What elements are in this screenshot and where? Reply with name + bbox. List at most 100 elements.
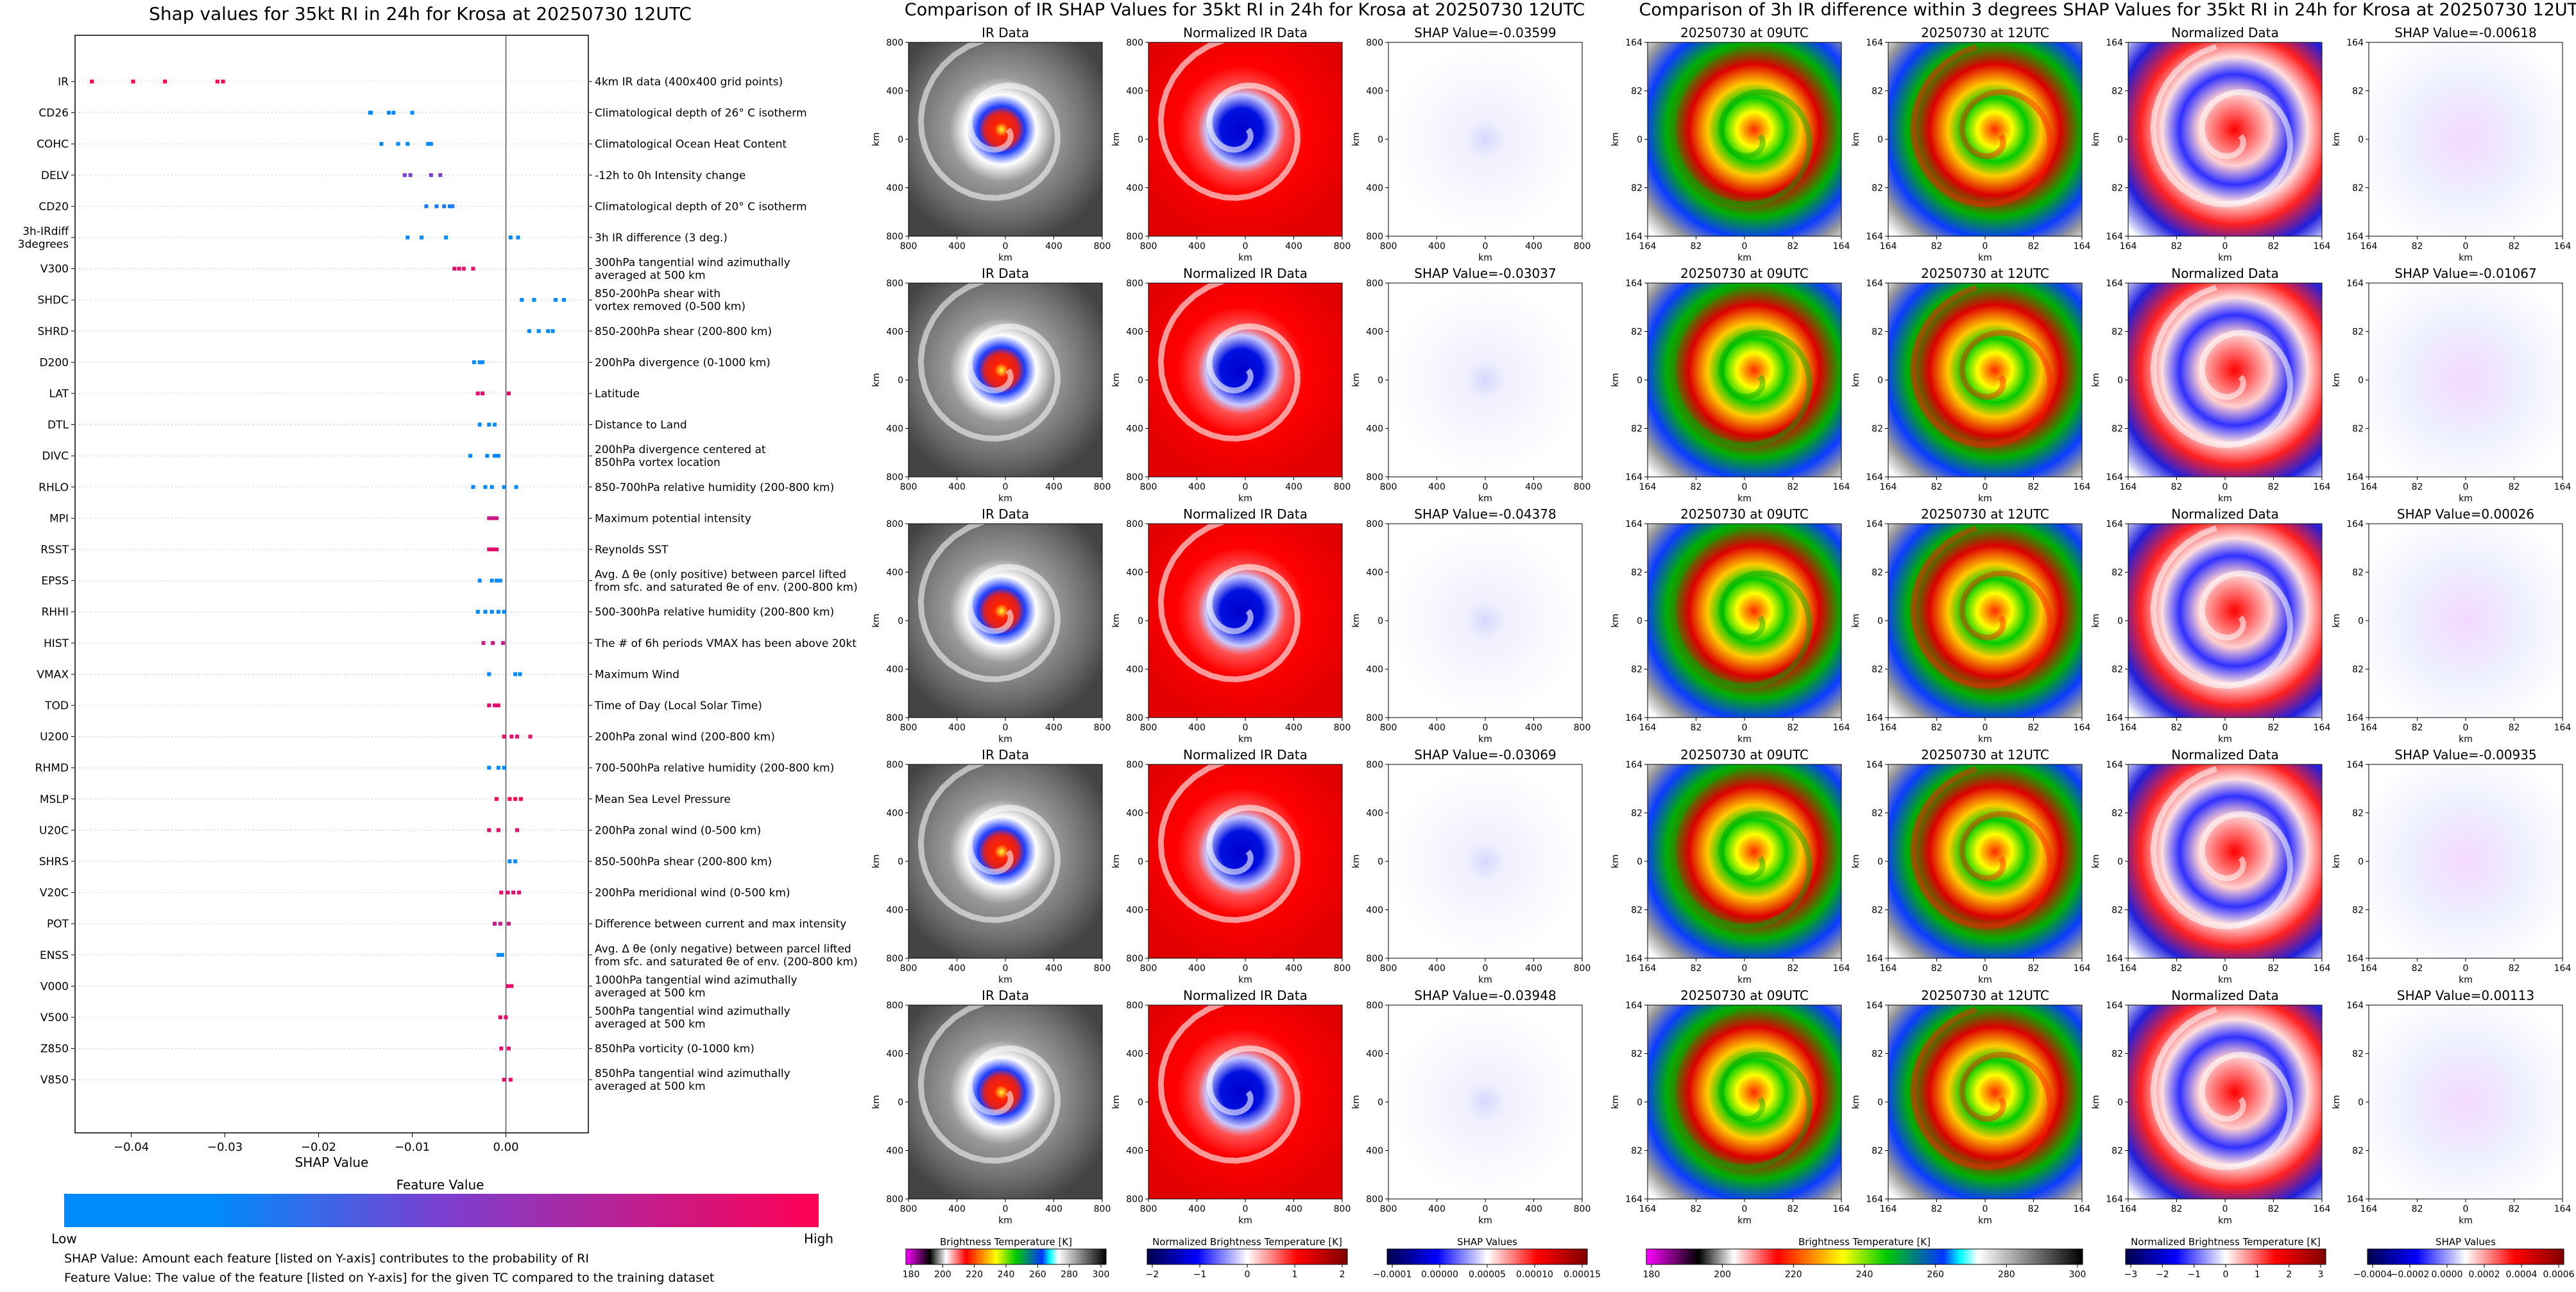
feature-description: Mean Sea Level Pressure (595, 793, 731, 806)
panel-x-tick-label: 400 (948, 1204, 966, 1214)
colorbar-tick-label: 0 (1245, 1270, 1250, 1280)
shap-point (369, 110, 373, 115)
panel-y-tick-label: 400 (1366, 1146, 1383, 1157)
feature-description: 850hPa vorticity (0-1000 km) (595, 1043, 755, 1056)
shap-point (518, 672, 522, 676)
panel-x-unit: km (1478, 253, 1492, 263)
panel-x-tick-label: 0 (1003, 1204, 1009, 1214)
panel-title: 20250730 at 12UTC (1921, 988, 2049, 1003)
panel-title: 20250730 at 12UTC (1921, 25, 2049, 40)
shap-point (502, 734, 506, 739)
x-tick-label: −0.02 (301, 1141, 336, 1154)
panel-x-tick-label: 164 (2120, 1204, 2137, 1214)
panel-y-tick-label: 0 (1138, 375, 1143, 386)
shap-point (502, 766, 506, 770)
panel-x-tick-label: 0 (1243, 1204, 1249, 1214)
cloud-band (1157, 519, 1301, 683)
panel-x-tick-label: 82 (1787, 963, 1799, 974)
panel-y-tick-label: 164 (1866, 760, 1883, 770)
panel-x-tick-label: 800 (1140, 1204, 1157, 1214)
panel-y-tick-label: 0 (1877, 375, 1883, 386)
panel-y-tick-label: 82 (2352, 906, 2364, 916)
panel-x-tick-label: 82 (2268, 241, 2280, 252)
panel-x-unit: km (998, 1216, 1012, 1226)
panel-x-tick-label: 800 (1380, 241, 1397, 252)
shap-point (490, 610, 494, 614)
shap-point (493, 703, 497, 707)
panel-y-tick-label: 82 (1631, 327, 1642, 338)
shap-point (408, 173, 413, 177)
shap-point (527, 329, 532, 333)
panel-y-unit: km (871, 614, 882, 628)
panel-x-tick-label: 400 (1525, 241, 1542, 252)
shap-point (491, 641, 495, 645)
panel-x-tick-label: 400 (1045, 963, 1062, 974)
panel-y-unit: km (1111, 1095, 1122, 1109)
panel-x-tick-label: 0 (1003, 723, 1009, 733)
shap-point (508, 1078, 513, 1082)
panel-y-tick-label: 82 (2111, 665, 2123, 675)
panel-y-tick-label: 0 (1138, 135, 1143, 145)
colorbar-tick-label: 260 (1029, 1270, 1046, 1280)
panel-x-tick-label: 0 (1483, 723, 1488, 733)
shap-point (475, 392, 480, 395)
panel-x-tick-label: 164 (2120, 482, 2137, 492)
panel-y-unit: km (2332, 1095, 2342, 1109)
colorbar-tick-label: 0.0002 (2469, 1270, 2500, 1280)
right-title: Comparison of 3h IR difference within 3 … (1639, 0, 2576, 20)
panel-image (1148, 764, 1342, 958)
feature-description: from sfc. and saturated θe of env. (200-… (595, 581, 858, 594)
feature-description: Climatological Ocean Heat Content (595, 138, 787, 151)
panel-title: Normalized IR Data (1183, 747, 1308, 762)
panel-x-tick-label: 800 (900, 963, 917, 974)
shap-point (509, 734, 514, 739)
panel-y-tick-label: 0 (2358, 616, 2364, 626)
cloud-band (1669, 284, 1813, 449)
shap-point (506, 890, 510, 895)
panel-x-tick-label: 800 (1380, 723, 1397, 733)
feature-description: vortex removed (0-500 km) (595, 300, 746, 313)
colorbar-tick-label: 2 (1340, 1270, 1345, 1280)
shap-point (532, 298, 536, 302)
panel-title: SHAP Value=0.00113 (2397, 988, 2534, 1003)
feature-description: Climatological depth of 20° C isotherm (595, 200, 807, 213)
feature-label: DIVC (42, 450, 69, 463)
panel-y-tick-label: 164 (2106, 38, 2123, 48)
panel-y-tick-label: 164 (2346, 1194, 2364, 1205)
shap-point (461, 266, 466, 271)
panel-y-unit: km (1111, 614, 1122, 628)
colorbar-tick-label: 0.00015 (1564, 1270, 1601, 1280)
shap-point (515, 734, 520, 739)
panel-x-tick-label: 164 (2554, 1204, 2572, 1214)
shap-point (450, 204, 455, 209)
panel-x-unit: km (998, 494, 1012, 504)
shap-point (513, 672, 518, 676)
panel-y-tick-label: 164 (2346, 519, 2364, 530)
panel-x-tick-label: 164 (2074, 963, 2091, 974)
panel-x-tick-label: 82 (1691, 723, 1702, 733)
shap-point (487, 547, 491, 551)
panel-x-tick-label: 800 (1094, 482, 1111, 492)
panel-y-tick-label: 0 (1637, 1098, 1642, 1108)
panel-x-tick-label: 400 (1428, 963, 1446, 974)
panel-y-unit: km (2091, 614, 2101, 628)
panel-y-tick-label: 164 (1625, 472, 1642, 483)
shap-point (402, 173, 407, 177)
panel-x-tick-label: 0 (1742, 482, 1748, 492)
shap-point (496, 610, 500, 614)
panel-x-tick-label: 82 (1691, 482, 1702, 492)
panel-x-unit: km (2218, 253, 2232, 263)
colorbar-tick-label: 280 (1998, 1270, 2015, 1280)
panel-y-tick-label: 800 (1126, 279, 1143, 289)
panel-x-tick-label: 164 (2314, 1204, 2331, 1214)
panel-y-tick-label: 0 (2117, 616, 2123, 626)
panel-x-tick-label: 82 (2028, 1204, 2040, 1214)
panel-y-tick-label: 0 (1637, 616, 1642, 626)
panel-y-tick-label: 800 (1126, 760, 1143, 770)
panel-x-tick-label: 164 (1833, 482, 1850, 492)
panel-y-tick-label: 164 (2106, 954, 2123, 964)
panel-title: SHAP Value=-0.03948 (1414, 988, 1556, 1003)
panel-y-tick-label: 0 (898, 1098, 903, 1108)
